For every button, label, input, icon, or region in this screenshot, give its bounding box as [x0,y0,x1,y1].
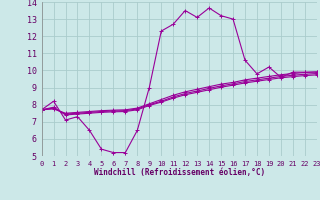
X-axis label: Windchill (Refroidissement éolien,°C): Windchill (Refroidissement éolien,°C) [94,168,265,177]
